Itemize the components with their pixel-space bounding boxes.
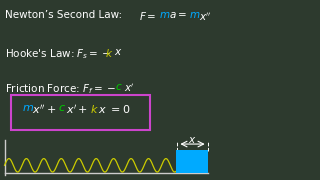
Text: $x\ = 0$: $x\ = 0$ — [98, 103, 131, 115]
Text: $x'$: $x'$ — [124, 82, 134, 94]
Text: $x''$: $x''$ — [199, 10, 212, 23]
Text: $F = $: $F = $ — [140, 10, 157, 22]
Text: Newton’s Second Law:: Newton’s Second Law: — [4, 10, 122, 20]
Text: $x$: $x$ — [188, 135, 196, 145]
Text: $m$: $m$ — [159, 10, 171, 20]
Text: $m$: $m$ — [22, 103, 34, 113]
Text: $m$: $m$ — [189, 10, 201, 20]
Text: $k$: $k$ — [105, 48, 114, 59]
Text: Friction Force: $F_f = -$: Friction Force: $F_f = -$ — [4, 82, 115, 96]
Text: $x$: $x$ — [114, 48, 123, 57]
Text: $a = $: $a = $ — [169, 10, 187, 20]
Text: $k$: $k$ — [90, 103, 98, 115]
Text: m: m — [186, 157, 197, 167]
Text: $x'+$: $x'+$ — [67, 103, 89, 116]
Bar — [176, 150, 208, 173]
Text: $x''+$: $x''+$ — [32, 103, 56, 116]
Text: $c$: $c$ — [115, 82, 122, 92]
Text: Hooke's Law: $F_s = -$: Hooke's Law: $F_s = -$ — [4, 48, 111, 61]
Text: $c$: $c$ — [58, 103, 66, 113]
